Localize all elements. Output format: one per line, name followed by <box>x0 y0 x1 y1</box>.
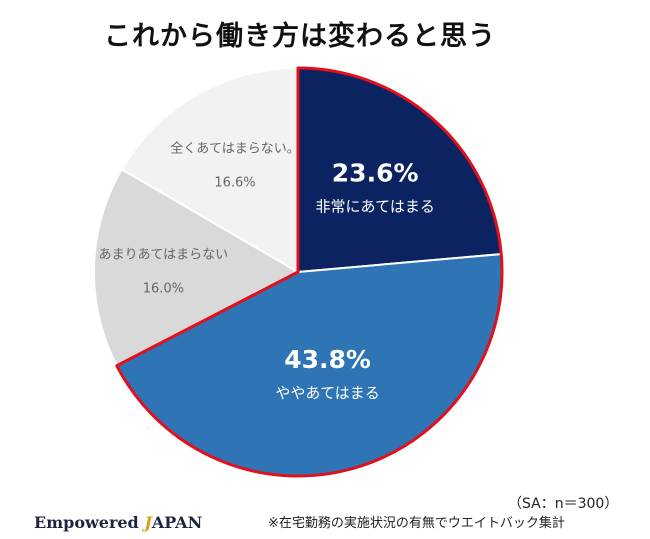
pie-slice <box>93 167 301 368</box>
pie-slice <box>120 66 299 274</box>
highlight-outline <box>115 66 504 478</box>
brand-logo-text-2: APAN <box>151 513 203 532</box>
slice-percent-label: 16.0% <box>143 282 184 297</box>
pie-slices <box>93 66 503 477</box>
slice-percent-label: 16.6% <box>214 175 255 190</box>
slice-category-label: ややあてはまる <box>275 384 379 402</box>
footnote: ※在宅勤務の実施状況の有無でウエイトバック集計 <box>268 516 565 531</box>
slice-percent-label: 43.8% <box>284 345 371 374</box>
slice-category-label: 非常にあてはまる <box>315 198 434 216</box>
slice-category-label: あまりあてはまらない <box>99 248 228 263</box>
brand-logo-slash: J <box>144 513 152 532</box>
sample-note: （SA：n＝300） <box>508 496 619 512</box>
brand-logo: Empowered JAPAN <box>34 513 202 532</box>
brand-logo-text: Empowered <box>34 513 139 532</box>
pie-labels: 23.6% 非常にあてはまる 43.8% ややあてはまる 16.0% あまりあてはまらない… <box>99 140 435 402</box>
chart-title: これから働き方は変わると思う <box>104 21 496 52</box>
slice-percent-label: 23.6% <box>332 159 419 188</box>
slice-category-label: 全くあてはまらない。 <box>170 140 299 156</box>
